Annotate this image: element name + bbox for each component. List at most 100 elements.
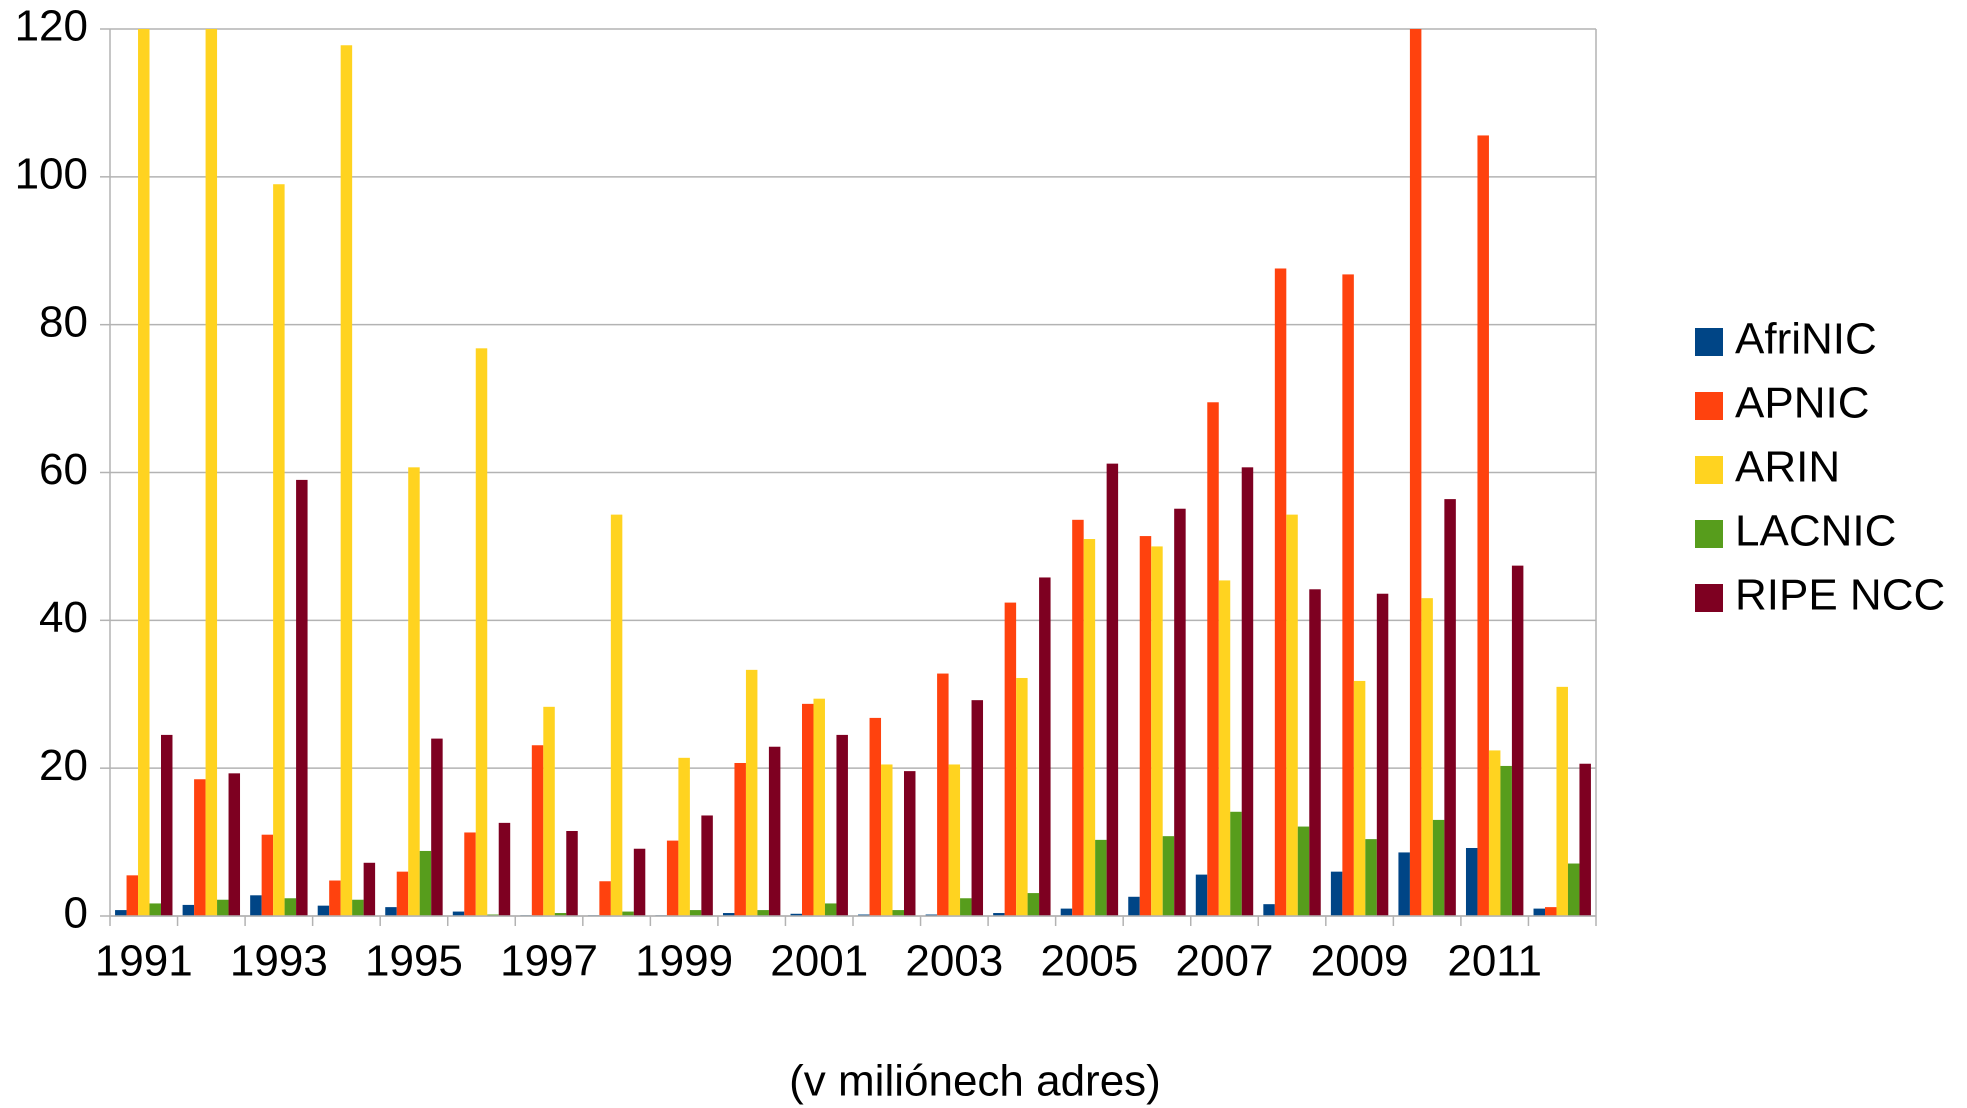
bar [250, 895, 262, 916]
bar [452, 911, 465, 916]
bar [903, 771, 916, 916]
bar [1263, 904, 1275, 916]
bar [622, 911, 634, 916]
legend-label: AfriNIC [1735, 315, 1877, 364]
bar [182, 904, 195, 916]
bar [1016, 677, 1028, 916]
bar [1556, 686, 1568, 916]
x-tick-label: 2005 [1040, 937, 1138, 986]
bar [1533, 908, 1546, 916]
bar [566, 830, 578, 916]
legend-swatch [1695, 456, 1723, 484]
legend-swatch [1695, 584, 1723, 612]
bar [722, 913, 735, 916]
bar [1274, 268, 1287, 916]
bar [836, 734, 848, 916]
bar [419, 850, 432, 916]
y-tick-label: 40 [39, 593, 88, 642]
bar [396, 871, 409, 916]
bar [1477, 135, 1489, 916]
x-tick-label: 2011 [1447, 937, 1542, 986]
x-tick-label: 1999 [635, 937, 733, 986]
bar [1342, 274, 1354, 916]
bar [1567, 863, 1580, 916]
bar [1218, 580, 1231, 916]
bar [1353, 680, 1366, 916]
bar [205, 29, 218, 916]
bar [1444, 499, 1456, 916]
bar [1330, 871, 1343, 916]
bar [317, 905, 330, 916]
bar [1207, 402, 1219, 916]
bar [768, 746, 781, 916]
bar [892, 910, 904, 916]
bar [160, 734, 173, 916]
bar [1004, 602, 1017, 916]
bar [1297, 826, 1310, 916]
bar [1174, 508, 1186, 916]
bar [1072, 519, 1084, 916]
bar [329, 880, 341, 916]
y-tick-label: 0 [64, 889, 88, 938]
legend-swatch [1695, 328, 1723, 356]
bar [1195, 874, 1208, 916]
bar [1309, 589, 1321, 916]
bar [1365, 839, 1377, 916]
bar [1095, 839, 1107, 916]
bar [138, 29, 150, 916]
bar [666, 840, 679, 916]
bar [1488, 750, 1501, 916]
legend-label: LACNIC [1735, 507, 1896, 556]
bar [1241, 467, 1254, 916]
bar [363, 862, 376, 916]
x-tick-label: 1997 [500, 937, 598, 986]
bar [1039, 577, 1051, 916]
bar [273, 184, 285, 917]
bar [1286, 514, 1298, 916]
bar [554, 913, 567, 916]
x-tick-label: 2003 [905, 937, 1003, 986]
y-tick-label: 20 [39, 741, 88, 790]
bar [296, 479, 308, 916]
bar [960, 898, 972, 916]
legend-label: ARIN [1735, 443, 1840, 492]
bar [757, 910, 769, 916]
legend-label: RIPE NCC [1735, 571, 1945, 620]
bar [115, 910, 127, 916]
bar [937, 673, 949, 916]
bar [543, 706, 555, 916]
bar [1409, 29, 1422, 916]
bar [217, 899, 229, 916]
bar [1230, 811, 1242, 916]
bar [869, 717, 882, 916]
bar [475, 348, 488, 916]
bar [1376, 593, 1389, 916]
bar [498, 822, 511, 916]
x-tick-label: 1993 [230, 937, 328, 986]
bar [385, 907, 397, 916]
bar [1162, 836, 1175, 916]
bar [1398, 852, 1410, 916]
bar [1465, 847, 1478, 916]
bar [261, 834, 274, 916]
bar [790, 913, 803, 916]
bar [701, 815, 713, 916]
y-tick-label: 120 [15, 2, 88, 51]
bar [1128, 896, 1140, 916]
bar [464, 832, 476, 916]
bar [1139, 536, 1152, 916]
bar [745, 669, 758, 916]
x-tick-label: 2009 [1311, 937, 1409, 986]
bar [126, 875, 139, 916]
bar [993, 913, 1005, 916]
bar [1060, 908, 1073, 916]
bar [734, 762, 746, 916]
bar [678, 757, 690, 916]
bar [1027, 893, 1040, 916]
bar [228, 773, 241, 916]
bar [340, 45, 353, 917]
bar [948, 764, 961, 916]
x-tick-label: 1991 [95, 937, 193, 986]
bar [610, 514, 623, 916]
